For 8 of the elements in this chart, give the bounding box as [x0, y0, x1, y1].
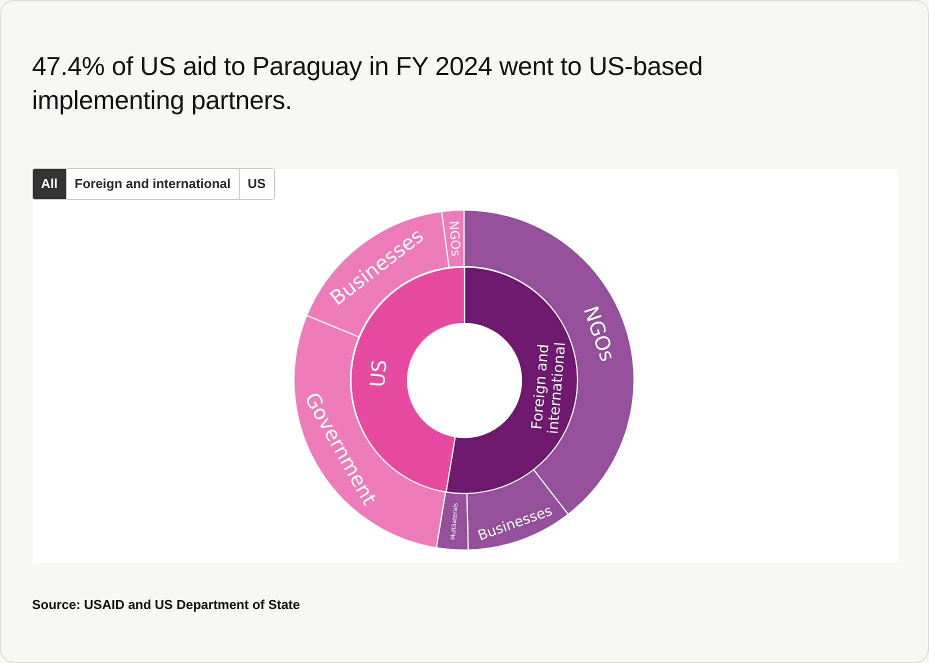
slice-label: US	[364, 358, 391, 388]
tab-button: US	[238, 169, 274, 199]
slice-label: NGOs	[446, 220, 464, 257]
tab-button: All	[33, 169, 66, 199]
source-note: Source: USAID and US Department of State	[32, 597, 300, 612]
slice-label: NGOs	[578, 303, 620, 364]
slice-label: Foreign and international	[528, 340, 569, 434]
chart-title: 47.4% of US aid to Paraguay in FY 2024 went to US-based implementing partners.	[32, 50, 704, 117]
